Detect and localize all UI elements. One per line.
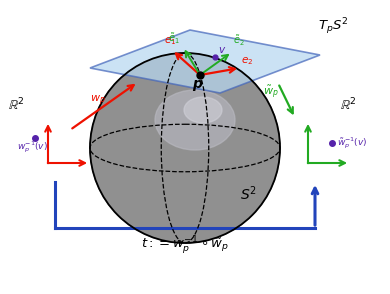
Text: $t := w_p^{-1} \circ \tilde{w}_p$: $t := w_p^{-1} \circ \tilde{w}_p$ <box>141 234 229 256</box>
Text: $\tilde{w}_p$: $\tilde{w}_p$ <box>263 83 279 101</box>
Text: $w_p$: $w_p$ <box>90 93 106 108</box>
Text: $\tilde{w}_p^{-1}(v)$: $\tilde{w}_p^{-1}(v)$ <box>337 135 367 151</box>
Text: $\mathbb{R}^2$: $\mathbb{R}^2$ <box>340 96 357 113</box>
Text: $\tilde{e}_2$: $\tilde{e}_2$ <box>233 33 245 48</box>
Text: $e_1$: $e_1$ <box>164 35 176 47</box>
Ellipse shape <box>155 90 235 150</box>
Polygon shape <box>90 30 320 93</box>
Text: $e_2$: $e_2$ <box>241 55 253 67</box>
Text: $w_p^{-1}(v)$: $w_p^{-1}(v)$ <box>16 139 48 155</box>
Circle shape <box>90 53 280 243</box>
Text: $\boldsymbol{p}$: $\boldsymbol{p}$ <box>192 78 204 93</box>
Text: $v$: $v$ <box>218 45 226 55</box>
Text: $T_p S^2$: $T_p S^2$ <box>318 16 349 37</box>
Ellipse shape <box>184 97 222 123</box>
Text: $\tilde{e}_1$: $\tilde{e}_1$ <box>168 31 180 46</box>
Text: $S^2$: $S^2$ <box>240 184 257 203</box>
Text: $\mathbb{R}^2$: $\mathbb{R}^2$ <box>8 96 25 113</box>
